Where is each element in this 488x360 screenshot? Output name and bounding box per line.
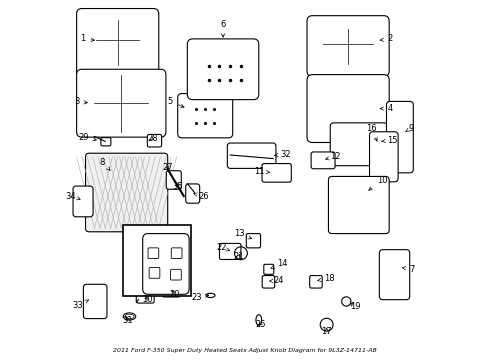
Text: 2: 2	[379, 35, 392, 44]
FancyBboxPatch shape	[171, 248, 182, 258]
FancyBboxPatch shape	[147, 134, 162, 147]
FancyBboxPatch shape	[85, 153, 167, 232]
Text: 15: 15	[381, 136, 397, 145]
Text: 4: 4	[380, 104, 392, 113]
Text: 8: 8	[100, 158, 110, 170]
Text: 17: 17	[321, 327, 331, 336]
FancyBboxPatch shape	[166, 171, 181, 189]
FancyBboxPatch shape	[77, 9, 159, 84]
FancyBboxPatch shape	[170, 269, 181, 280]
Text: 31: 31	[122, 315, 133, 324]
Text: 19: 19	[349, 302, 360, 311]
Text: 3: 3	[74, 97, 87, 106]
Text: 18: 18	[317, 274, 334, 283]
Text: 30: 30	[142, 295, 152, 304]
Text: 34: 34	[65, 192, 80, 201]
FancyBboxPatch shape	[310, 152, 334, 169]
Text: 5: 5	[167, 97, 183, 107]
FancyBboxPatch shape	[306, 75, 388, 143]
Text: 20: 20	[169, 290, 180, 299]
FancyBboxPatch shape	[142, 234, 189, 294]
Text: 2011 Ford F-350 Super Duty Heated Seats Adjust Knob Diagram for 9L3Z-14711-AB: 2011 Ford F-350 Super Duty Heated Seats …	[112, 348, 376, 353]
FancyBboxPatch shape	[77, 69, 165, 137]
FancyBboxPatch shape	[101, 138, 111, 146]
FancyBboxPatch shape	[149, 267, 160, 278]
Text: 6: 6	[220, 20, 225, 37]
FancyBboxPatch shape	[369, 132, 397, 182]
Text: 28: 28	[147, 134, 158, 143]
Text: 24: 24	[269, 276, 283, 285]
FancyBboxPatch shape	[329, 123, 386, 166]
FancyBboxPatch shape	[379, 249, 409, 300]
Text: 26: 26	[193, 192, 209, 201]
FancyBboxPatch shape	[309, 275, 322, 288]
Text: 35: 35	[172, 182, 183, 191]
FancyBboxPatch shape	[328, 176, 388, 234]
FancyBboxPatch shape	[227, 143, 275, 168]
Text: 29: 29	[79, 132, 96, 141]
Text: 32: 32	[274, 150, 290, 159]
FancyBboxPatch shape	[187, 39, 258, 100]
FancyBboxPatch shape	[177, 94, 232, 138]
Text: 22: 22	[216, 243, 229, 252]
FancyBboxPatch shape	[73, 186, 93, 217]
Text: 16: 16	[366, 124, 376, 141]
FancyBboxPatch shape	[162, 284, 180, 297]
Text: 33: 33	[72, 300, 88, 310]
FancyBboxPatch shape	[246, 234, 260, 248]
Text: 10: 10	[368, 176, 386, 190]
Text: 12: 12	[325, 152, 340, 161]
FancyBboxPatch shape	[123, 225, 190, 296]
FancyBboxPatch shape	[83, 284, 107, 319]
FancyBboxPatch shape	[148, 248, 159, 258]
Text: 21: 21	[233, 252, 243, 261]
FancyBboxPatch shape	[306, 16, 388, 76]
Text: 11: 11	[253, 167, 269, 176]
Text: 1: 1	[80, 35, 94, 44]
Text: 25: 25	[255, 320, 265, 329]
Text: 9: 9	[405, 124, 413, 133]
FancyBboxPatch shape	[263, 264, 273, 274]
Text: 7: 7	[402, 265, 413, 274]
FancyBboxPatch shape	[262, 163, 291, 182]
Text: 27: 27	[162, 163, 173, 172]
FancyBboxPatch shape	[386, 102, 412, 173]
FancyBboxPatch shape	[262, 275, 274, 288]
FancyBboxPatch shape	[185, 184, 199, 203]
Text: 23: 23	[191, 293, 208, 302]
Text: 13: 13	[233, 229, 251, 239]
FancyBboxPatch shape	[219, 243, 241, 260]
Text: 14: 14	[270, 260, 286, 269]
FancyBboxPatch shape	[136, 291, 154, 303]
